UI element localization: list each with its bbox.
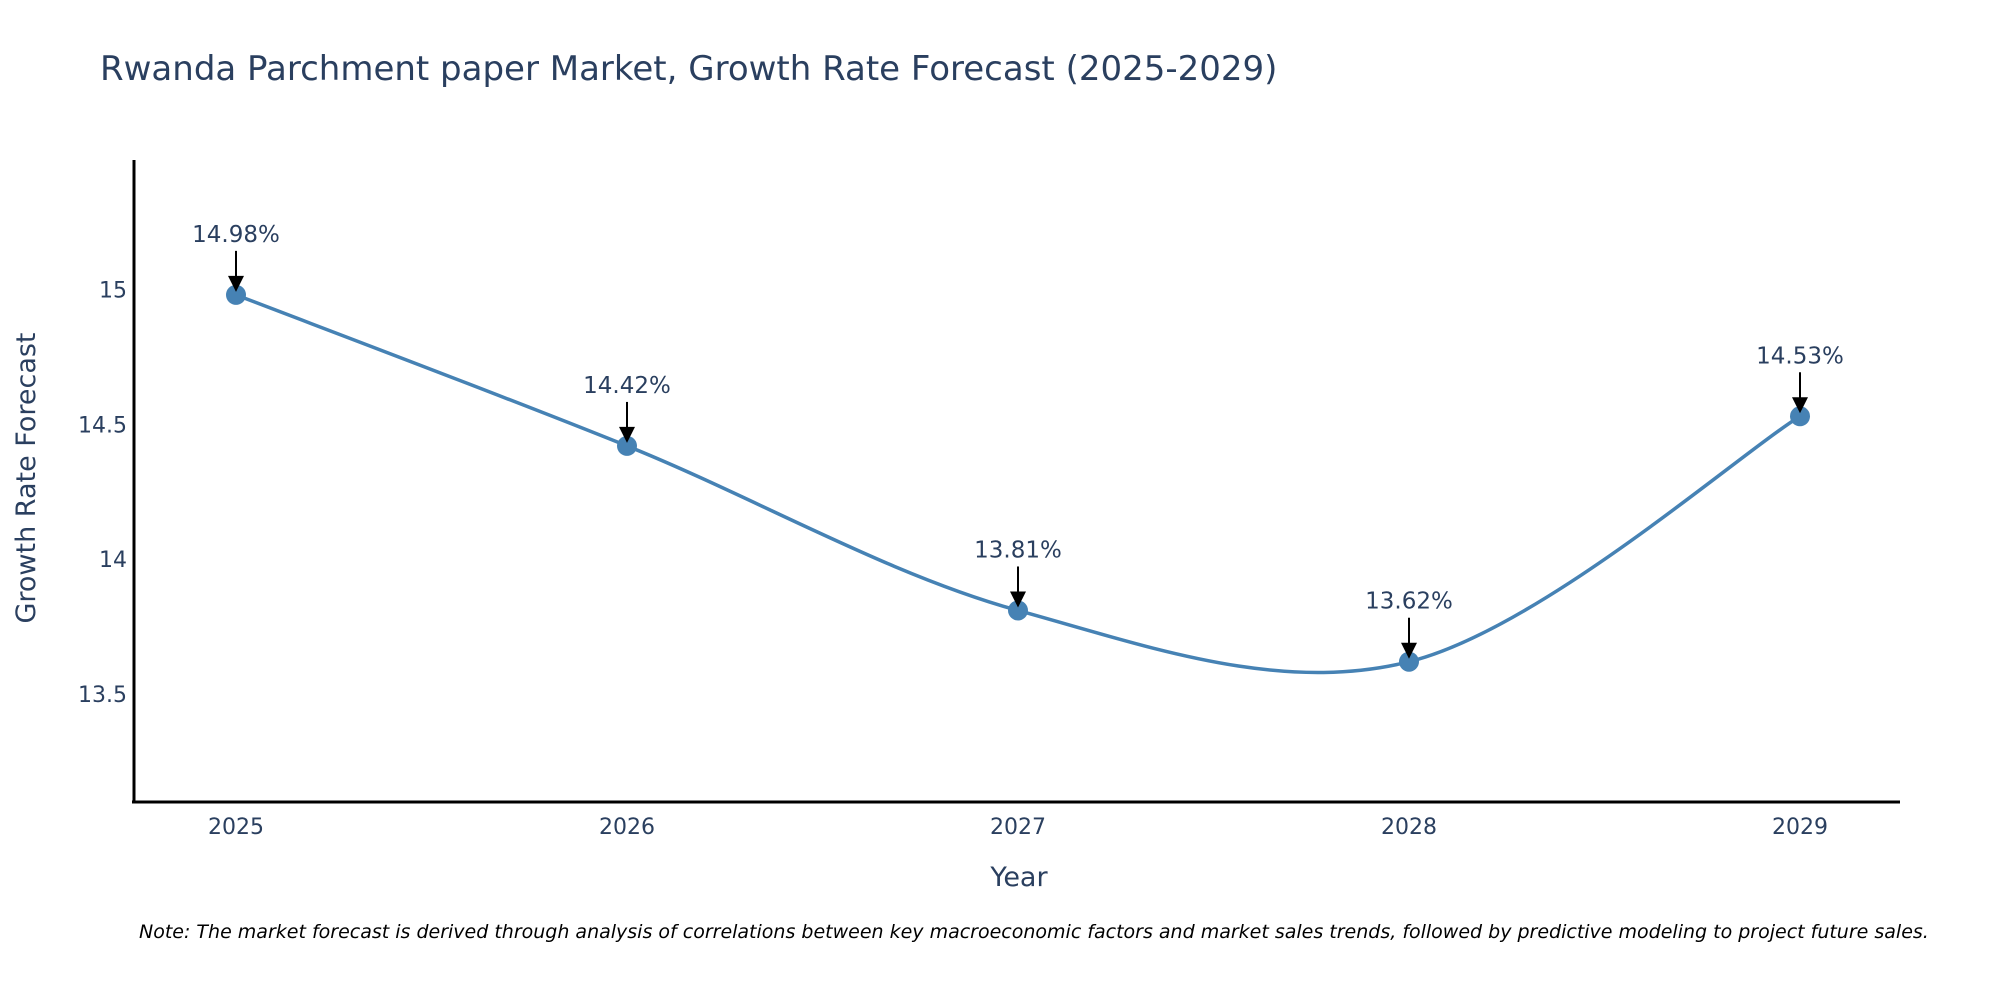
x-tick-label: 2029 [1772,815,1828,840]
chart-title: Rwanda Parchment paper Market, Growth Ra… [100,49,1277,89]
annotation-arrow-head [619,426,635,443]
y-tick-label: 14.5 [78,413,127,438]
x-tick-label: 2028 [1381,815,1437,840]
x-axis-title: Year [989,862,1048,893]
y-tick-label: 13.5 [78,683,127,708]
data-point [617,435,637,456]
annotation-arrow-head [228,275,244,292]
y-axis-title: Growth Rate Forecast [11,332,42,623]
data-label: 13.62% [1365,589,1453,615]
footnote: Note: The market forecast is derived thr… [139,921,1929,943]
x-tick-label: 2027 [990,815,1046,840]
data-point [1399,651,1419,672]
data-label: 14.98% [192,222,280,248]
data-label: 14.53% [1756,343,1844,369]
y-tick-label: 15 [99,278,127,303]
annotation-arrow-head [1010,591,1026,608]
data-point [1008,600,1028,621]
annotation-arrow-head [1401,642,1417,659]
annotation-arrow-head [1792,397,1808,414]
x-tick-label: 2026 [599,815,655,840]
x-tick-label: 2025 [208,815,264,840]
data-label: 14.42% [583,373,671,399]
y-tick-label: 14 [99,548,127,573]
data-point [1790,406,1810,427]
data-label: 13.81% [974,537,1062,563]
data-point [226,284,246,305]
